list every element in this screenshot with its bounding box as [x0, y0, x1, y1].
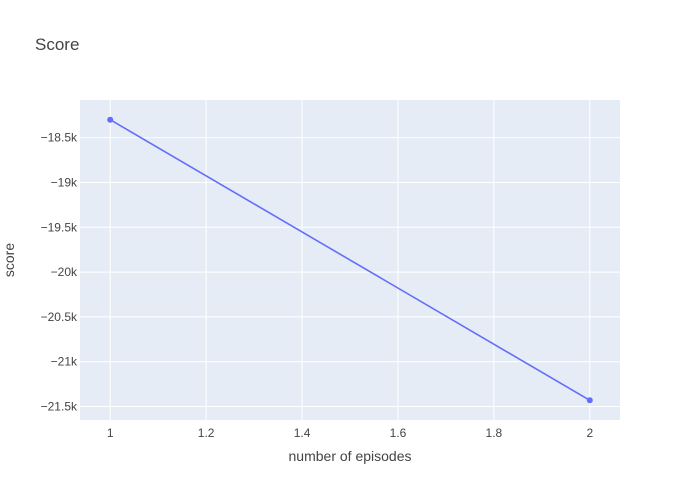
- x-tick-label: 2: [586, 426, 593, 440]
- y-tick-label: −20.5k: [41, 310, 78, 324]
- y-tick-label: −18.5k: [41, 131, 78, 145]
- data-point: [107, 116, 114, 123]
- x-tick-label: 1.8: [486, 426, 503, 440]
- y-tick-labels: −18.5k −19k −19.5k −20k −20.5k −21k −21.5k: [41, 131, 78, 414]
- x-tick-label: 1.2: [198, 426, 215, 440]
- grid-lines: [80, 100, 620, 420]
- x-tick-label: 1.6: [390, 426, 407, 440]
- y-tick-label: −21k: [51, 355, 78, 369]
- x-tick-label: 1.4: [294, 426, 311, 440]
- series-group: [107, 116, 593, 404]
- chart-title: Score: [35, 35, 79, 54]
- x-tick-label: 1: [107, 426, 114, 440]
- y-tick-label: −19k: [51, 175, 78, 189]
- data-point: [586, 397, 593, 404]
- y-tick-label: −21.5k: [41, 400, 78, 414]
- series-line: [109, 119, 591, 401]
- x-axis-title: number of episodes: [289, 448, 412, 464]
- y-axis-title: score: [1, 243, 17, 277]
- y-tick-label: −19.5k: [41, 220, 78, 234]
- y-tick-label: −20k: [51, 265, 78, 279]
- x-tick-labels: 1 1.2 1.4 1.6 1.8 2: [107, 426, 594, 440]
